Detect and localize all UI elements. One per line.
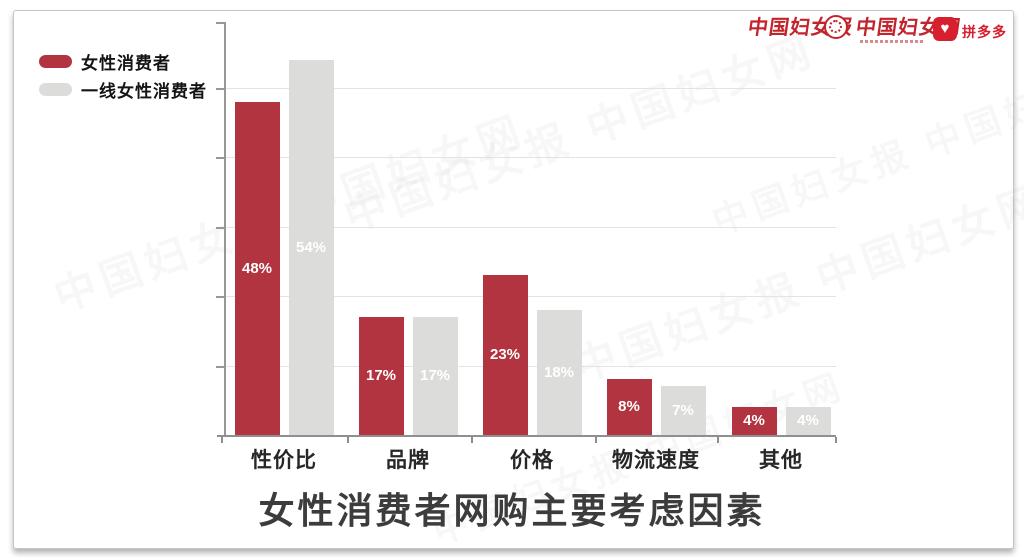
- legend-item-tier1-female-consumers: 一线女性消费者: [39, 79, 207, 101]
- legend-swatch-red: [39, 54, 72, 68]
- legend-label: 一线女性消费者: [81, 81, 207, 101]
- legend-item-female-consumers: 女性消费者: [39, 51, 171, 73]
- pinduoduo-logo-text: 拼多多: [962, 24, 1007, 40]
- china-womens-web-emblem-icon: [824, 15, 848, 39]
- chart-title: 女性消费者网购主要考虑因素: [258, 490, 766, 531]
- china-womens-web-url-strip: [860, 40, 924, 43]
- legend-swatch-gray: [39, 82, 72, 96]
- legend-label: 女性消费者: [81, 53, 171, 73]
- pinduoduo-heart-icon: ♥: [933, 17, 957, 41]
